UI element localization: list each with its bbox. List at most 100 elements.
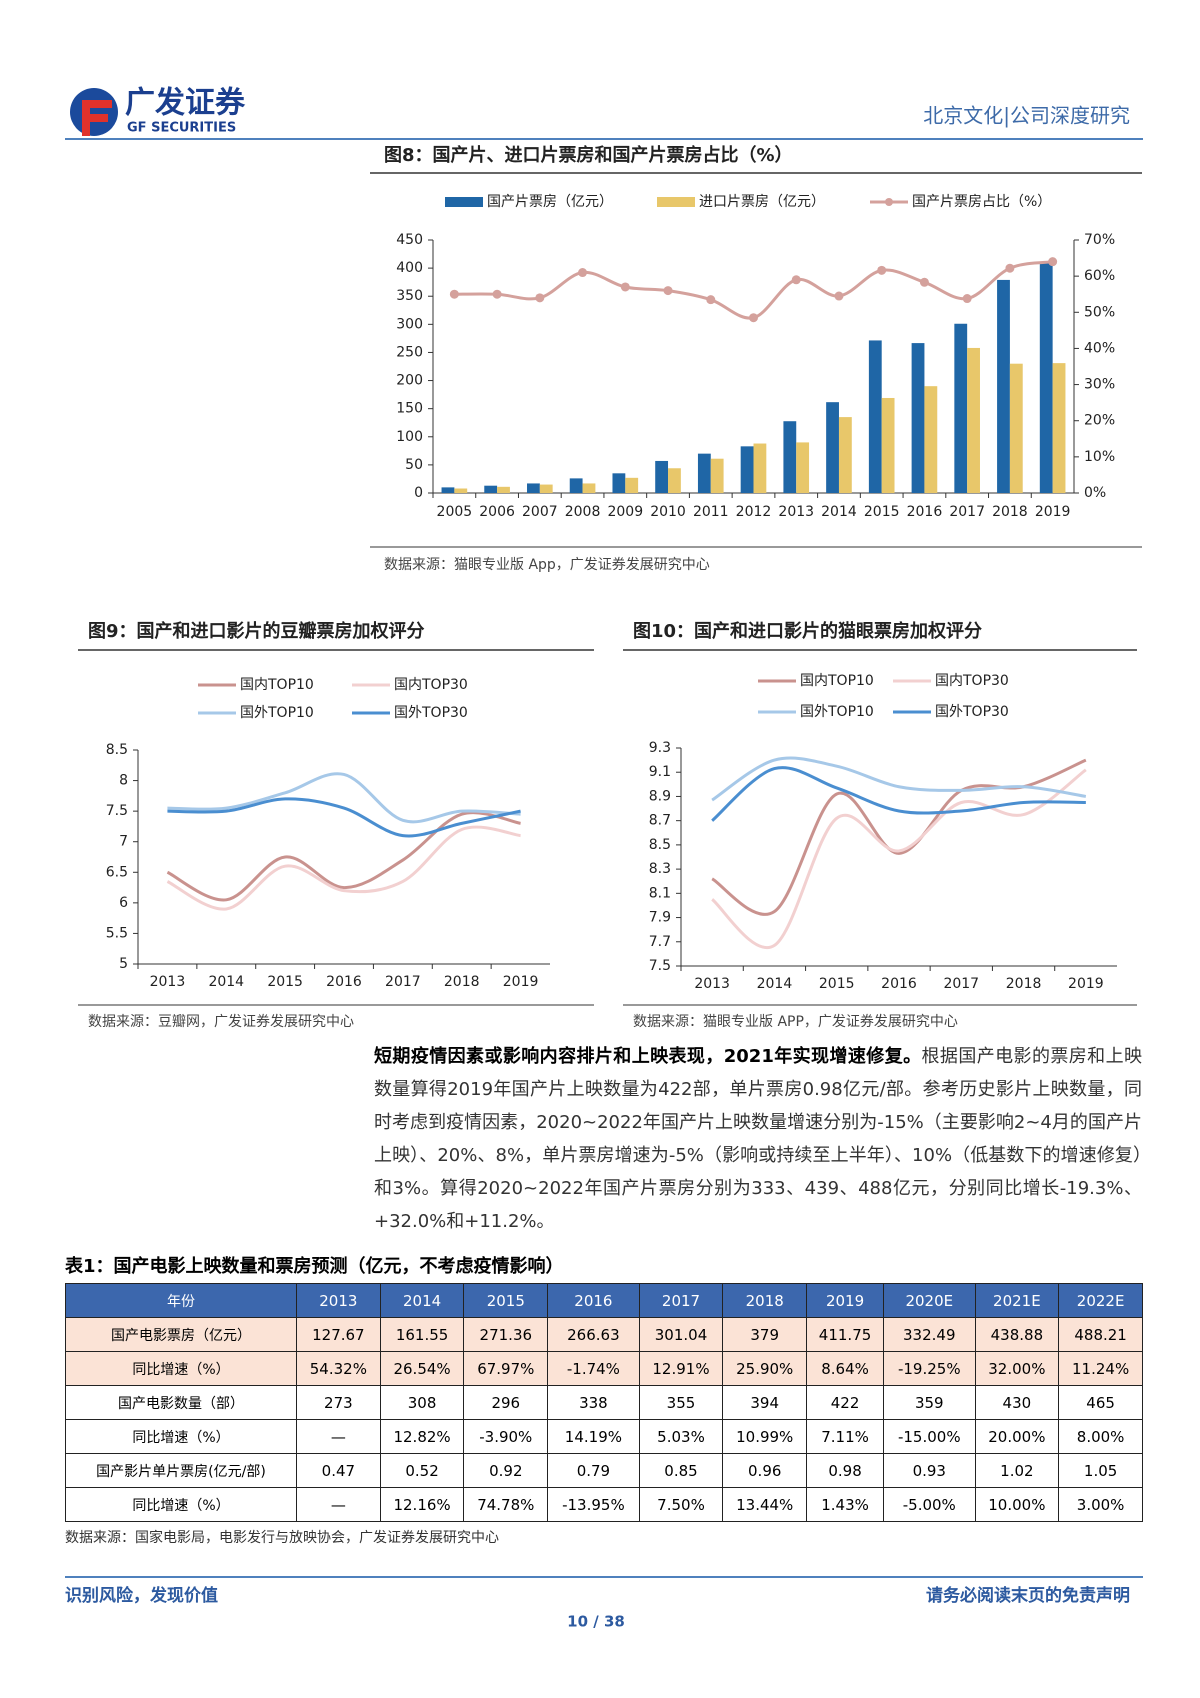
table-cell: 273 [296, 1385, 381, 1420]
y-tick-label: 200 [396, 373, 423, 389]
y-tick-label: 8.3 [649, 861, 671, 877]
table-cell: 7.50% [638, 1487, 724, 1522]
logo-mark-inner [82, 100, 112, 136]
table-cell: -3.90% [463, 1419, 549, 1454]
table-cell: 8.64% [806, 1351, 885, 1386]
logo-mark [70, 88, 118, 136]
table-row: 同比增速（%） —12.82% -3.90% 14.19% 5.03% 10.99% 7.1… [65, 1419, 1143, 1454]
table-cell: 26.54% [379, 1351, 465, 1386]
x-tick-label: 2019 [503, 974, 539, 990]
bar [1039, 261, 1053, 493]
table-cell: -15.00% [883, 1419, 976, 1454]
x-tick-label: 2005 [437, 504, 473, 520]
footer-left: 识别风险，发现价值 [65, 1585, 218, 1606]
series-line [167, 797, 521, 838]
legend-swatch [445, 197, 483, 207]
x-tick-label: 2011 [693, 504, 729, 520]
y-tick-label: 8.1 [649, 885, 671, 901]
bar [796, 442, 810, 493]
y2-tick-label: 10% [1084, 449, 1115, 465]
bar [697, 453, 711, 493]
bar [924, 386, 938, 493]
bar [881, 397, 895, 493]
table-cell: 1.05 [1058, 1453, 1143, 1488]
y-tick-label: 400 [396, 260, 423, 276]
table-cell: 13.44% [722, 1487, 808, 1522]
x-tick-label: 2013 [694, 976, 730, 992]
table-cell: -5.00% [883, 1487, 976, 1522]
x-tick-label: 2010 [650, 504, 686, 520]
table-cell: 438.88 [974, 1317, 1060, 1352]
y-tick-label: 6.5 [106, 864, 128, 880]
x-tick-label: 2019 [1068, 976, 1104, 992]
logo-en: GF SECURITIES [127, 121, 236, 136]
bar [710, 458, 724, 493]
table-cell: — [296, 1419, 381, 1454]
table-cell: 同比增速（%） [65, 1419, 297, 1454]
table-header-cell: 2020E [883, 1283, 976, 1318]
table-cell: 0.85 [638, 1453, 724, 1488]
x-tick-label: 2006 [479, 504, 515, 520]
table-cell: 379 [722, 1317, 808, 1352]
bar [783, 421, 797, 493]
header-right: 北京文化|公司深度研究 [923, 104, 1130, 128]
table-cell: 12.82% [379, 1419, 465, 1454]
table-cell: 0.98 [806, 1453, 885, 1488]
series-line [711, 756, 1087, 802]
x-tick-label: 2015 [819, 976, 855, 992]
x-tick-label: 2007 [522, 504, 558, 520]
table-cell: 332.49 [883, 1317, 976, 1352]
table-row: 国产影片单片票房(亿元/部) 0.47 0.52 0.92 0.79 0.85 0.96 0.… [65, 1453, 1143, 1488]
table-cell: 国产电影票房（亿元） [65, 1317, 297, 1352]
bar [569, 478, 583, 493]
y2-tick-label: 50% [1084, 304, 1115, 320]
bar [497, 486, 510, 493]
table-cell: 67.97% [463, 1351, 549, 1386]
line-marker [1005, 263, 1015, 273]
table-row: 同比增速（%） 54.32% 26.54% 67.97% -1.74% 12.91% 25.… [65, 1351, 1143, 1386]
table-header-row: 年份 2013 2014 2015 2016 2017 2018 2019 2020E 2021E… [65, 1283, 1143, 1318]
y-tick-label: 100 [396, 429, 423, 445]
table-cell: 0.79 [547, 1453, 640, 1488]
legend-label: 国产片票房（亿元） [487, 194, 613, 210]
x-tick-label: 2018 [444, 974, 480, 990]
table-header-cell: 2013 [296, 1283, 381, 1318]
legend-label: 进口片票房（亿元） [699, 194, 825, 210]
table-cell: 国产影片单片票房(亿元/部) [65, 1453, 297, 1488]
table-cell: 8.00% [1058, 1419, 1143, 1454]
footer-right: 请务必阅读末页的免责声明 [926, 1585, 1130, 1606]
x-tick-label: 2017 [943, 976, 979, 992]
line-marker [1048, 257, 1058, 267]
table-title: 表1：国产电影上映数量和票房预测（亿元，不考虑疫情影响） [65, 1256, 564, 1277]
bar [1052, 363, 1066, 493]
paragraph: 短期疫情因素或影响内容排片和上映表现，2021年实现增速修复。根据国产电影的票房… [374, 1040, 1142, 1238]
table-cell: 74.78% [463, 1487, 549, 1522]
y2-tick-label: 60% [1084, 268, 1115, 284]
table-cell: 266.63 [547, 1317, 640, 1352]
y2-tick-label: 30% [1084, 377, 1115, 393]
line-marker [749, 313, 758, 323]
chart-title: 图10：国产和进口影片的猫眼票房加权评分 [633, 620, 982, 642]
table-cell: 0.47 [296, 1453, 381, 1488]
x-tick-label: 2013 [150, 974, 186, 990]
series-line [711, 768, 1087, 950]
y-tick-label: 50 [405, 457, 423, 473]
table-cell: 3.00% [1058, 1487, 1143, 1522]
table-row: 国产电影票房（亿元） 127.67 161.55 271.36 266.63 301.04… [65, 1317, 1143, 1352]
table-cell: 10.99% [722, 1419, 808, 1454]
table-cell: 7.11% [806, 1419, 885, 1454]
table-cell: 32.00% [974, 1351, 1060, 1386]
y-tick-label: 8.5 [106, 742, 128, 758]
chart-source: 数据来源：猫眼专业版 App，广发证券发展研究中心 [384, 557, 710, 573]
y-tick-label: 7.7 [649, 934, 671, 950]
table-cell: 20.00% [974, 1419, 1060, 1454]
bar [740, 446, 754, 493]
table-cell: 0.93 [883, 1453, 976, 1488]
line-marker [449, 289, 459, 299]
x-tick-label: 2015 [267, 974, 303, 990]
table-header-cell: 2016 [547, 1283, 640, 1318]
table-cell: 271.36 [463, 1317, 549, 1352]
table-cell: 465 [1058, 1385, 1143, 1420]
x-tick-label: 2017 [385, 974, 421, 990]
table-cell: 12.16% [379, 1487, 465, 1522]
